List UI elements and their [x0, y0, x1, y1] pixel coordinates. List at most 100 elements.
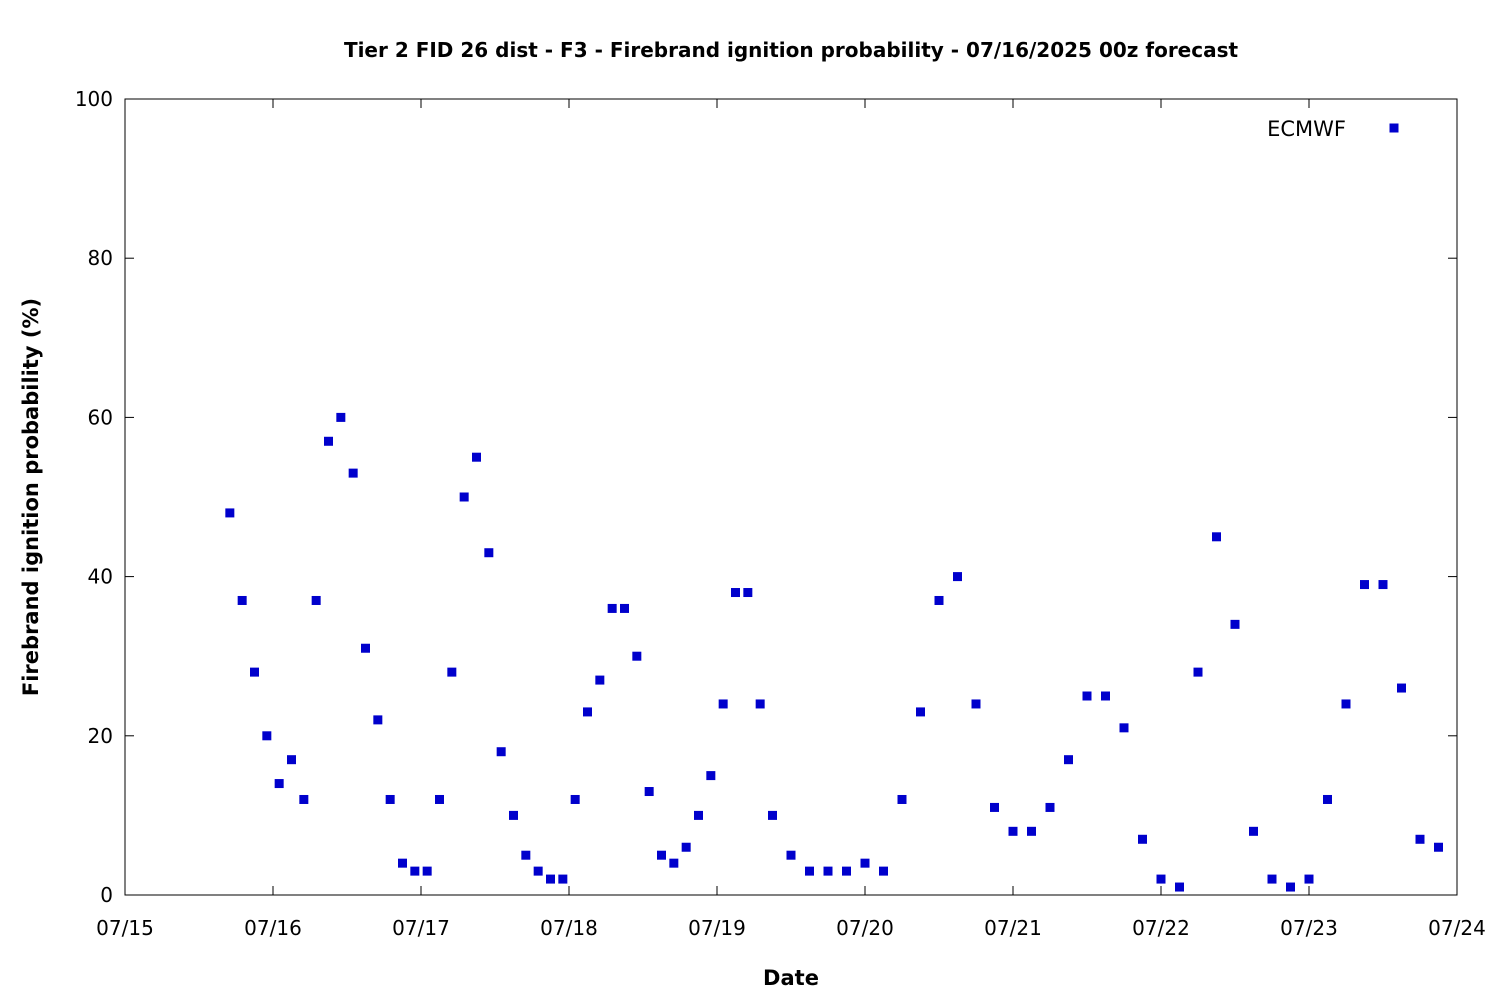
data-point: [897, 794, 907, 804]
x-tick-label: 07/22: [1132, 916, 1190, 940]
data-point: [706, 771, 716, 781]
data-point: [842, 866, 851, 876]
data-point: [644, 787, 654, 797]
data-point: [860, 858, 870, 868]
data-point: [1008, 826, 1018, 836]
data-point: [1212, 532, 1221, 542]
data-point: [459, 492, 469, 502]
series-ecmwf: [225, 412, 1443, 892]
data-point: [731, 588, 740, 598]
x-tick-label: 07/16: [244, 916, 302, 940]
y-tick-label: 40: [88, 565, 113, 589]
data-point: [570, 794, 580, 804]
data-point: [1360, 580, 1369, 590]
data-point: [225, 508, 235, 518]
data-point: [1249, 826, 1258, 836]
data-point: [934, 595, 944, 605]
data-point: [410, 866, 420, 876]
x-tick-label: 07/18: [540, 916, 598, 940]
data-points: [225, 412, 1443, 892]
plot-frame: [124, 98, 1458, 896]
data-point: [755, 699, 765, 709]
x-axis: 07/15 07/16 07/17 07/18 07/19 07/20 07/21 07/22…: [96, 99, 1486, 940]
data-point: [607, 603, 617, 613]
chart-title: Tier 2 FID 26 dist - F3 - Firebrand igni…: [344, 38, 1239, 62]
data-point: [1323, 794, 1332, 804]
data-point: [1304, 874, 1314, 884]
data-point: [1045, 802, 1055, 812]
y-tick-label: 0: [100, 883, 113, 907]
data-point: [398, 858, 407, 868]
y-tick-label: 80: [88, 246, 113, 270]
y-tick-label: 100: [75, 87, 113, 111]
x-tick-label: 07/15: [96, 916, 154, 940]
legend: ECMWF: [1267, 117, 1399, 141]
data-point: [1138, 834, 1147, 844]
data-point: [262, 731, 272, 741]
y-axis-label: Firebrand ignition probability (%): [19, 298, 43, 696]
y-tick-label: 60: [88, 405, 113, 429]
legend-marker: [1389, 123, 1399, 133]
data-point: [743, 588, 753, 598]
data-point: [1286, 882, 1295, 892]
data-point: [681, 842, 691, 852]
data-point: [657, 850, 666, 860]
x-tick-label: 07/23: [1280, 916, 1338, 940]
x-axis-label: Date: [763, 966, 819, 990]
data-point: [324, 436, 333, 446]
data-point: [558, 874, 568, 884]
data-point: [1434, 842, 1443, 852]
data-point: [250, 667, 259, 677]
data-point: [1415, 834, 1425, 844]
data-point: [953, 572, 962, 582]
data-point: [669, 858, 679, 868]
data-point: [373, 715, 383, 725]
y-axis: 0 20 40 60 80 100: [75, 87, 1457, 907]
x-tick-label: 07/21: [984, 916, 1042, 940]
data-point: [299, 794, 309, 804]
data-point: [694, 810, 703, 820]
data-point: [1064, 755, 1073, 765]
data-point: [786, 850, 796, 860]
data-point: [1175, 882, 1184, 892]
data-point: [447, 667, 457, 677]
data-point: [718, 699, 728, 709]
data-point: [583, 707, 592, 717]
data-point: [1267, 874, 1277, 884]
data-point: [287, 755, 296, 765]
data-point: [496, 747, 506, 757]
data-point: [472, 452, 481, 462]
data-point: [1230, 619, 1240, 629]
data-point: [1341, 699, 1351, 709]
data-point: [521, 850, 531, 860]
data-point: [1156, 874, 1166, 884]
data-point: [546, 874, 555, 884]
data-point: [1119, 723, 1129, 733]
data-point: [509, 810, 518, 820]
data-point: [823, 866, 833, 876]
data-point: [348, 468, 358, 478]
data-point: [879, 866, 888, 876]
legend-label: ECMWF: [1267, 117, 1346, 141]
data-point: [435, 794, 444, 804]
data-point: [533, 866, 543, 876]
data-point: [768, 810, 777, 820]
data-point: [990, 802, 999, 812]
data-point: [237, 595, 247, 605]
data-point: [1378, 580, 1388, 590]
data-point: [361, 643, 370, 653]
data-point: [971, 699, 981, 709]
data-point: [1027, 826, 1036, 836]
data-point: [385, 794, 395, 804]
data-point: [311, 595, 321, 605]
data-point: [422, 866, 432, 876]
data-point: [805, 866, 814, 876]
x-tick-label: 07/17: [392, 916, 450, 940]
x-tick-label: 07/20: [836, 916, 894, 940]
data-point: [484, 548, 494, 558]
data-point: [620, 603, 629, 613]
data-point: [1101, 691, 1110, 701]
data-point: [1082, 691, 1092, 701]
x-tick-label: 07/24: [1428, 916, 1486, 940]
